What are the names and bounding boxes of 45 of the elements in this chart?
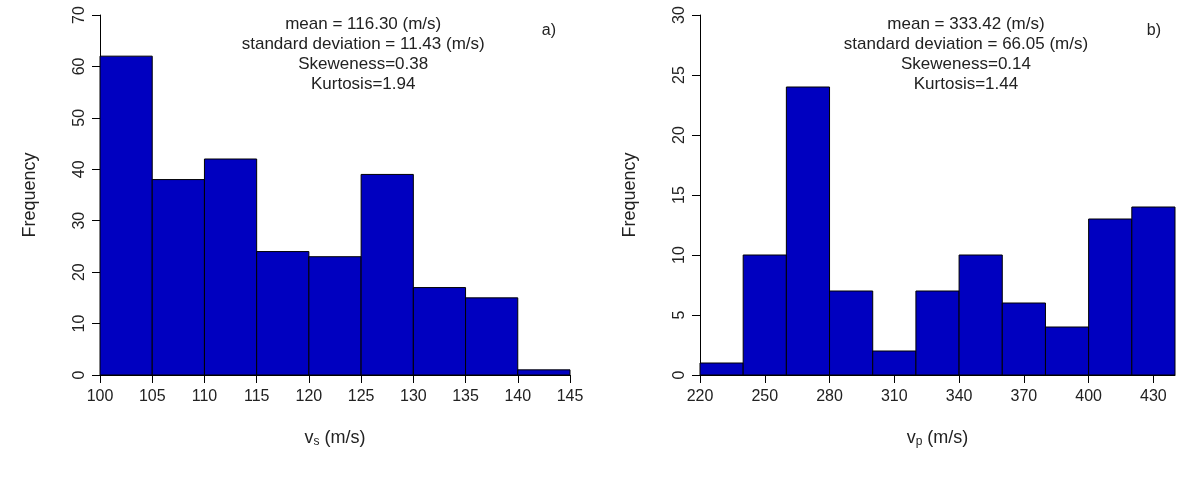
x-tick-label: 370	[1010, 386, 1038, 404]
annotation: b)	[1146, 20, 1162, 38]
y-tick-label: 20	[669, 126, 687, 144]
y-tick-label: 50	[69, 108, 87, 127]
annotation: Kurtosis=1.44	[913, 74, 1019, 93]
annotation: standard deviation = 11.43 (m/s)	[241, 34, 485, 53]
x-tick-label: 340	[945, 386, 973, 404]
y-tick-label: 30	[69, 211, 87, 230]
y-axis-title: Frequency	[19, 152, 39, 238]
annotation: Kurtosis=1.94	[310, 74, 416, 93]
y-tick-label: 10	[669, 246, 687, 264]
x-tick-label: 430	[1140, 386, 1167, 404]
x-tick-label: 125	[347, 386, 375, 404]
x-tick-label: 310	[880, 386, 908, 404]
x-tick-label: 100	[86, 386, 114, 404]
x-tick-label: 250	[751, 386, 779, 404]
y-tick-label: 40	[69, 160, 87, 179]
x-tick-label: 140	[504, 386, 532, 404]
y-axis-title: Frequency	[619, 152, 639, 238]
y-tick-label: 10	[69, 314, 87, 333]
x-tick-label: 280	[816, 386, 843, 404]
x-tick-label: 120	[295, 386, 323, 404]
y-tick-label: 60	[69, 57, 87, 76]
annotation: Skeweness=0.14	[901, 54, 1031, 73]
annotation: standard deviation = 66.05 (m/s)	[843, 34, 1089, 53]
y-tick-label: 0	[69, 370, 87, 380]
x-tick-label: 400	[1075, 386, 1103, 404]
annotation: Skeweness=0.38	[298, 54, 429, 73]
y-tick-label: 0	[669, 370, 687, 380]
annotation: mean = 333.42 (m/s)	[887, 14, 1045, 33]
x-tick-label: 135	[452, 386, 479, 404]
y-tick-label: 30	[669, 6, 687, 24]
annotation: a)	[541, 20, 557, 38]
y-tick-label: 15	[669, 186, 687, 204]
x-tick-label: 115	[243, 386, 270, 404]
y-tick-label: 5	[669, 310, 687, 320]
y-tick-label: 20	[69, 263, 87, 282]
y-tick-label: 70	[69, 6, 87, 24]
y-tick-label: 25	[669, 66, 687, 84]
x-tick-label: 110	[191, 386, 218, 404]
x-tick-label: 220	[686, 386, 714, 404]
annotation: mean = 116.30 (m/s)	[285, 14, 442, 33]
x-tick-label: 145	[556, 386, 584, 404]
x-tick-label: 105	[138, 386, 166, 404]
x-tick-label: 130	[399, 386, 427, 404]
